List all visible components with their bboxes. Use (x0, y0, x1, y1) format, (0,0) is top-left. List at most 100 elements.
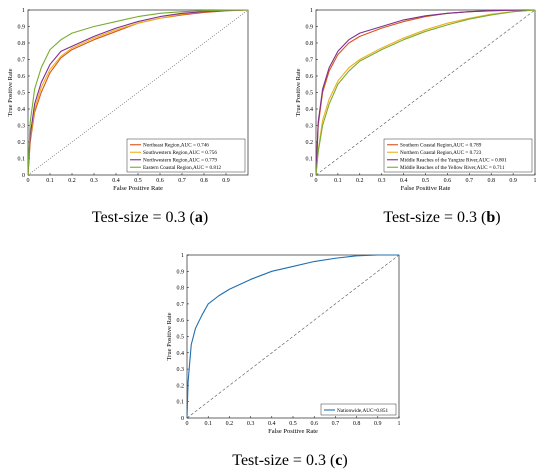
y-tick-label: 0.6 (306, 74, 314, 80)
caption-a-suffix: ) (202, 209, 209, 226)
y-tick-label: 0.2 (18, 140, 26, 146)
x-tick-label: 0.4 (268, 421, 276, 427)
y-tick-label: 0.2 (306, 140, 314, 146)
x-axis-label: False Positive Rate (268, 428, 318, 435)
roc-series-line (27, 9, 249, 176)
x-tick-label: 0.7 (178, 178, 186, 184)
caption-c-letter: c (335, 452, 343, 469)
y-tick-label: 0.9 (177, 269, 185, 275)
chart-panel-c: 0 0.1 0.2 0.3 0.4 0.5 0.6 0.7 0.8 0.9 1 0 0.1 0.2 0.3 0… (160, 245, 410, 445)
y-tick-label: 0.1 (177, 400, 185, 406)
y-tick-label: 0.7 (177, 302, 185, 308)
y-tick-label: 1 (310, 8, 313, 14)
x-tick-label: 0.3 (247, 421, 255, 427)
caption-c-prefix: Test-size = 0.3 ( (232, 452, 336, 469)
chart-panel-b: 0 0.1 0.2 0.3 0.4 0.5 0.6 0.7 0.8 0.9 1 0 0.1 0.2 0.3 0… (285, 0, 550, 200)
caption-a: Test-size = 0.3 (a) (70, 209, 230, 227)
y-tick-label: 0.4 (177, 351, 185, 357)
legend-box (126, 138, 246, 173)
x-tick-label: 0.9 (509, 178, 516, 184)
y-tick-label: 0.8 (177, 286, 185, 292)
legend-label: Eastern Coastal Region,AUC = 0.812 (143, 165, 222, 171)
y-tick-label: 0 (310, 173, 313, 179)
y-tick-label: 0.3 (177, 367, 185, 373)
x-tick-label: 0.5 (134, 178, 142, 184)
roc-chart-a: 0 0.1 0.2 0.3 0.4 0.5 0.6 0.7 0.8 0.9 0 0.1 0.2 0.3 0.… (7, 8, 249, 192)
caption-c: Test-size = 0.3 (c) (210, 452, 370, 470)
chance-diagonal (315, 9, 536, 176)
x-tick-label: 0.2 (68, 178, 76, 184)
x-tick-label: 0 (186, 421, 189, 427)
y-tick-label: 0.3 (306, 124, 314, 130)
y-tick-label: 0.7 (306, 58, 314, 64)
caption-a-prefix: Test-size = 0.3 ( (91, 209, 195, 226)
y-axis-label: True Positive Rate (295, 68, 302, 116)
x-tick-label: 0.3 (378, 178, 386, 184)
x-tick-label: 0.9 (222, 178, 230, 184)
x-tick-label: 0.4 (400, 178, 408, 184)
x-tick-label: 0.1 (204, 421, 212, 427)
y-tick-label: 0.8 (306, 41, 314, 47)
x-tick-label: 1 (398, 421, 401, 427)
x-tick-label: 0.2 (226, 421, 234, 427)
caption-b-prefix: Test-size = 0.3 ( (383, 209, 487, 226)
x-tick-label: 0.7 (466, 178, 474, 184)
y-tick-label: 0.6 (177, 318, 185, 324)
x-axis-label: False Positive Rate (401, 185, 451, 192)
x-tick-label: 0.6 (444, 178, 452, 184)
x-tick-label: 0.4 (112, 178, 120, 184)
y-tick-label: 0.1 (18, 157, 26, 163)
y-axis-label: True Positive Rate (166, 312, 173, 360)
y-tick-label: 0.2 (177, 383, 185, 389)
legend-label: Nationwide,AUC=0.851 (337, 408, 388, 414)
y-axis-label: True Positive Rate (7, 68, 14, 116)
roc-chart-c: 0 0.1 0.2 0.3 0.4 0.5 0.6 0.7 0.8 0.9 1 0 0.1 0.2 0.3 0… (166, 253, 401, 435)
legend-box (320, 403, 397, 416)
legend-label: Middle Reaches of the Yangtze River,AUC … (400, 157, 507, 164)
x-tick-label: 0.1 (46, 178, 54, 184)
legend-label: Southwestern Region,AUC = 0.756 (143, 150, 217, 156)
x-tick-label: 0.5 (289, 421, 297, 427)
y-tick-label: 0.1 (306, 157, 314, 163)
y-tick-label: 0.3 (18, 124, 26, 130)
x-tick-label: 0.8 (200, 178, 208, 184)
chart-panel-a: 0 0.1 0.2 0.3 0.4 0.5 0.6 0.7 0.8 0.9 0 0.1 0.2 0.3 0.… (0, 0, 265, 200)
chance-diagonal (27, 9, 249, 176)
roc-series-line (315, 9, 536, 176)
chance-diagonal (186, 254, 400, 419)
roc-series-line (315, 9, 536, 176)
x-tick-label: 0.1 (334, 178, 342, 184)
y-tick-label: 0.9 (306, 25, 314, 31)
legend-label: Northwestern Region,AUC = 0.779 (143, 158, 217, 164)
x-tick-label: 0 (27, 178, 30, 184)
x-tick-label: 0.6 (310, 421, 318, 427)
legend-label: Southern Coastal Region,AUC = 0.789 (400, 143, 482, 149)
caption-b: Test-size = 0.3 (b) (362, 209, 522, 227)
caption-a-letter: a (194, 209, 203, 226)
roc-chart-b: 0 0.1 0.2 0.3 0.4 0.5 0.6 0.7 0.8 0.9 1 0 0.1 0.2 0.3 0… (295, 8, 537, 192)
y-tick-label: 1 (22, 8, 25, 14)
legend-label: Northern Coastal Region,AUC = 0.723 (400, 150, 482, 156)
caption-b-suffix: ) (495, 209, 501, 226)
y-tick-label: 0.4 (306, 107, 314, 113)
y-tick-label: 0.6 (18, 74, 26, 80)
x-tick-label: 0.6 (156, 178, 164, 184)
x-tick-label: 0.5 (422, 178, 430, 184)
x-axis-label: False Positive Rate (113, 185, 163, 192)
y-tick-label: 0 (181, 416, 184, 422)
legend-box (383, 138, 533, 173)
roc-series-line (27, 9, 249, 176)
x-tick-label: 0 (315, 178, 318, 184)
roc-series-line (27, 9, 249, 176)
legend-label: Middle Reaches of the Yellow River,AUC =… (400, 164, 505, 171)
y-tick-label: 0.9 (18, 25, 26, 31)
roc-series-line (186, 254, 399, 419)
y-tick-label: 0.4 (18, 107, 26, 113)
y-tick-label: 0.5 (18, 91, 26, 97)
y-tick-label: 0 (22, 173, 25, 179)
y-tick-label: 0.5 (177, 335, 185, 341)
caption-b-letter: b (486, 209, 496, 226)
y-tick-label: 1 (181, 253, 184, 259)
x-tick-label: 0.7 (332, 421, 340, 427)
roc-series-line (315, 9, 536, 176)
